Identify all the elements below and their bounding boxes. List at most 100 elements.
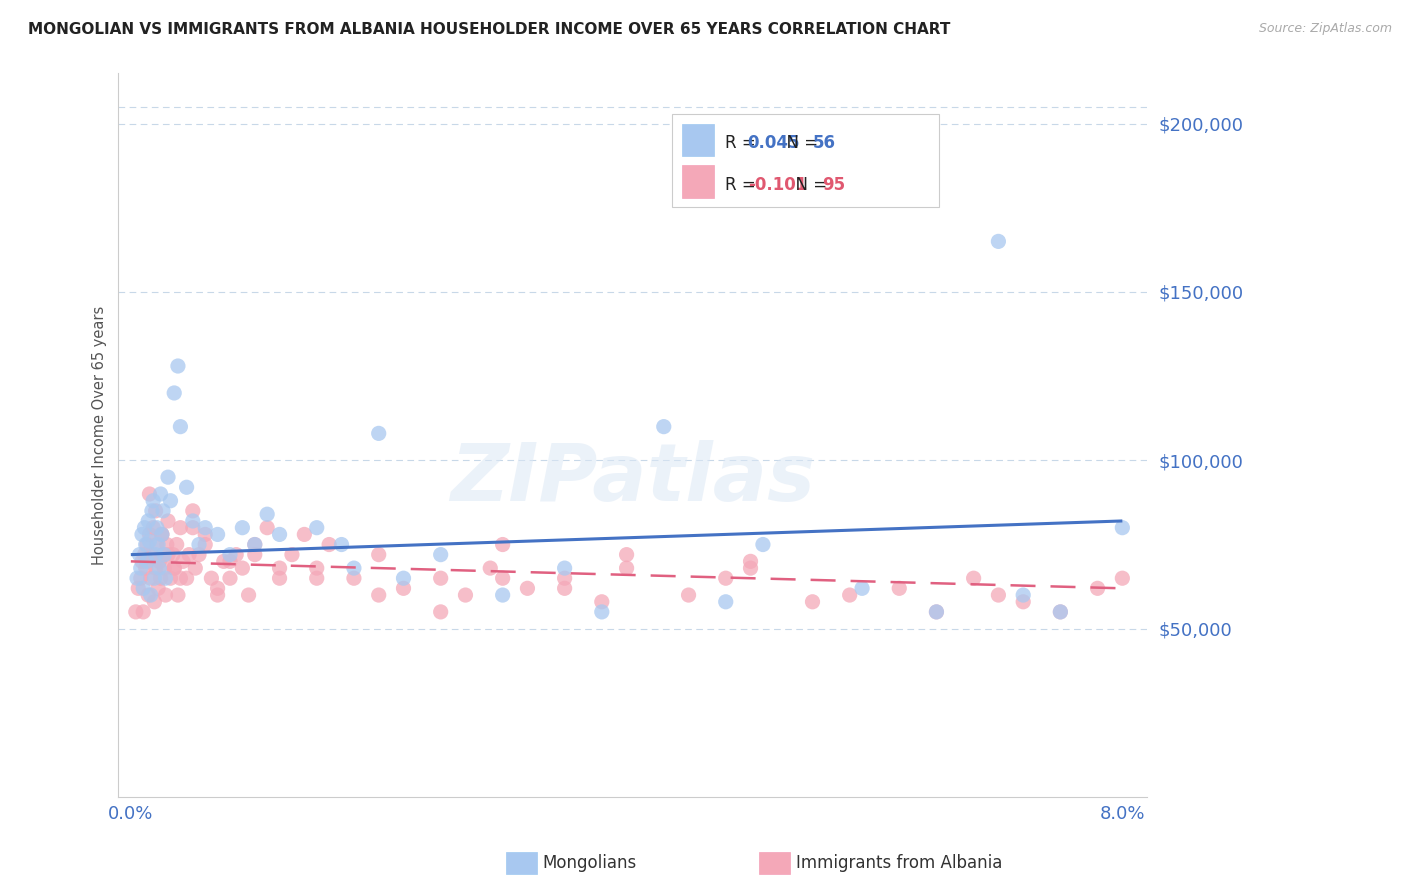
Point	[392, 582, 415, 596]
Point	[181, 514, 204, 528]
Point	[136, 537, 159, 551]
Point	[243, 537, 266, 551]
Point	[141, 548, 163, 562]
Point	[159, 493, 181, 508]
Point	[152, 504, 174, 518]
Point	[176, 480, 198, 494]
Point	[132, 582, 155, 596]
Point	[243, 537, 266, 551]
Point	[163, 561, 186, 575]
Point	[554, 582, 576, 596]
Point	[429, 571, 451, 585]
Text: Immigrants from Albania: Immigrants from Albania	[796, 854, 1002, 871]
Point	[149, 571, 172, 585]
Point	[134, 548, 156, 562]
Point	[889, 582, 911, 596]
Point	[367, 588, 389, 602]
Point	[181, 504, 204, 518]
Point	[139, 588, 162, 602]
Point	[155, 571, 177, 585]
Point	[343, 561, 366, 575]
Point	[238, 588, 260, 602]
Point	[142, 493, 165, 508]
Point	[281, 548, 304, 562]
Point	[516, 582, 538, 596]
Point	[591, 605, 613, 619]
Point	[838, 588, 860, 602]
Text: N =: N =	[785, 176, 832, 194]
Point	[740, 561, 762, 575]
Point	[169, 521, 191, 535]
Point	[231, 521, 253, 535]
Point	[305, 571, 328, 585]
Point	[194, 521, 217, 535]
Point	[153, 561, 176, 575]
Point	[554, 571, 576, 585]
Point	[156, 514, 179, 528]
Point	[207, 527, 229, 541]
Point	[156, 537, 179, 551]
Point	[148, 561, 170, 575]
Point	[305, 561, 328, 575]
Point	[801, 595, 824, 609]
Point	[162, 548, 184, 562]
Point	[925, 605, 948, 619]
Point	[166, 537, 188, 551]
Text: R =: R =	[725, 134, 761, 153]
Point	[714, 571, 737, 585]
Point	[146, 521, 169, 535]
Point	[138, 527, 160, 541]
Point	[1111, 571, 1133, 585]
Text: 56: 56	[813, 134, 837, 153]
Point	[987, 235, 1010, 249]
Point	[138, 487, 160, 501]
Point	[184, 561, 207, 575]
Point	[243, 548, 266, 562]
Point	[131, 527, 153, 541]
Point	[1111, 521, 1133, 535]
Point	[305, 521, 328, 535]
Text: Mongolians: Mongolians	[543, 854, 637, 871]
Point	[1012, 595, 1035, 609]
Point	[207, 588, 229, 602]
Point	[740, 554, 762, 568]
Point	[225, 548, 247, 562]
Point	[176, 571, 198, 585]
Point	[1049, 605, 1071, 619]
Point	[181, 521, 204, 535]
Point	[152, 548, 174, 562]
Point	[167, 359, 190, 373]
Point	[135, 537, 157, 551]
Point	[200, 571, 222, 585]
Point	[752, 537, 775, 551]
Point	[150, 527, 173, 541]
Point	[492, 588, 515, 602]
Point	[177, 548, 200, 562]
Point	[318, 537, 340, 551]
Point	[219, 571, 242, 585]
Point	[454, 588, 477, 602]
Point	[212, 554, 235, 568]
Point	[292, 527, 315, 541]
Point	[616, 561, 638, 575]
Point	[129, 571, 152, 585]
Point	[128, 548, 150, 562]
Point	[987, 588, 1010, 602]
Point	[269, 527, 291, 541]
Point	[143, 595, 166, 609]
Point	[155, 588, 177, 602]
Text: ZIPatlas: ZIPatlas	[450, 440, 815, 517]
Point	[269, 571, 291, 585]
Point	[127, 582, 149, 596]
Point	[429, 605, 451, 619]
Point	[146, 582, 169, 596]
Point	[169, 571, 191, 585]
Point	[136, 588, 159, 602]
Point	[156, 470, 179, 484]
Point	[492, 537, 515, 551]
Point	[678, 588, 700, 602]
Point	[138, 534, 160, 549]
Point	[167, 588, 190, 602]
Point	[136, 554, 159, 568]
Point	[131, 554, 153, 568]
